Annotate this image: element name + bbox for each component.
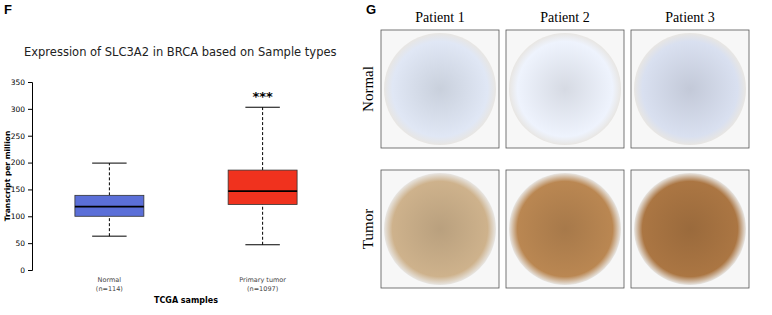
tissue-core <box>509 33 621 145</box>
tick-label: 350 <box>11 78 26 87</box>
tick: 0 <box>20 266 32 275</box>
tick: 250 <box>11 132 32 141</box>
image-frame <box>506 170 624 288</box>
tick-mark <box>28 136 32 137</box>
image-frame <box>506 30 624 148</box>
column-label: Patient 1 <box>415 10 464 25</box>
tick-label: 100 <box>11 212 26 221</box>
figure: F G Expression of SLC3A2 in BRCA based on … <box>0 0 772 315</box>
plot-area <box>75 107 297 245</box>
panel-label: F <box>4 2 12 17</box>
sample-size-label: (n=1097) <box>247 285 278 293</box>
x-tick-label: Normal <box>98 276 122 284</box>
whisker-cap-high <box>92 163 126 164</box>
tick-mark <box>28 163 32 164</box>
row-label: Tumor <box>360 209 376 249</box>
tissue-core <box>509 173 621 285</box>
image-frame <box>631 30 749 148</box>
column-label: Patient 2 <box>540 10 589 25</box>
tick-mark <box>28 109 32 110</box>
tick: 200 <box>11 158 32 167</box>
tick-label: 200 <box>11 158 26 167</box>
tick: 50 <box>15 239 32 248</box>
median <box>228 190 297 192</box>
row-label: Normal <box>360 66 376 112</box>
tissue-core <box>634 173 746 285</box>
box-group <box>75 163 144 236</box>
median <box>75 206 144 208</box>
tick-label: 250 <box>11 132 26 141</box>
whisker-cap-low <box>92 236 126 237</box>
box <box>75 195 144 216</box>
axis-line <box>28 83 33 271</box>
tick-mark <box>28 270 32 271</box>
significance-annotation: *** <box>252 89 273 104</box>
tick: 300 <box>11 105 32 114</box>
box-group <box>228 107 297 245</box>
whisker-upper <box>262 107 263 170</box>
y-axis-title: Transcript per million <box>3 131 12 222</box>
tick: 100 <box>11 212 32 221</box>
column-label: Patient 3 <box>665 10 714 25</box>
panel-label: G <box>366 2 376 17</box>
tick-label: 50 <box>15 239 25 248</box>
whisker-cap-high <box>245 107 279 108</box>
y-axis: 0 50 100 150 200 250 300 350 <box>11 78 33 275</box>
tick-label: 0 <box>20 266 25 275</box>
sample-size-label: (n=114) <box>96 285 123 293</box>
tissue-core <box>634 33 746 145</box>
tick: 150 <box>11 185 32 194</box>
x-axis-title: TCGA samples <box>154 296 218 305</box>
whisker-lower <box>109 216 110 236</box>
box <box>228 170 297 204</box>
whisker-cap-low <box>245 244 279 245</box>
tick-label: 150 <box>11 185 26 194</box>
tick-mark <box>28 189 32 190</box>
image-frame <box>631 170 749 288</box>
x-tick-label: Primary tumor <box>239 276 286 284</box>
tick: 350 <box>11 78 32 87</box>
tissue-core <box>384 33 496 145</box>
chart-title: Expression of SLC3A2 in BRCA based on Sa… <box>24 45 337 59</box>
tick-mark <box>28 243 32 244</box>
tissue-core <box>384 173 496 285</box>
image-frame <box>381 30 499 148</box>
whisker-lower <box>262 204 263 244</box>
tick-label: 300 <box>11 105 26 114</box>
tick-mark <box>28 82 32 83</box>
whisker-upper <box>109 163 110 195</box>
image-frame <box>381 170 499 288</box>
tick-mark <box>28 216 32 217</box>
